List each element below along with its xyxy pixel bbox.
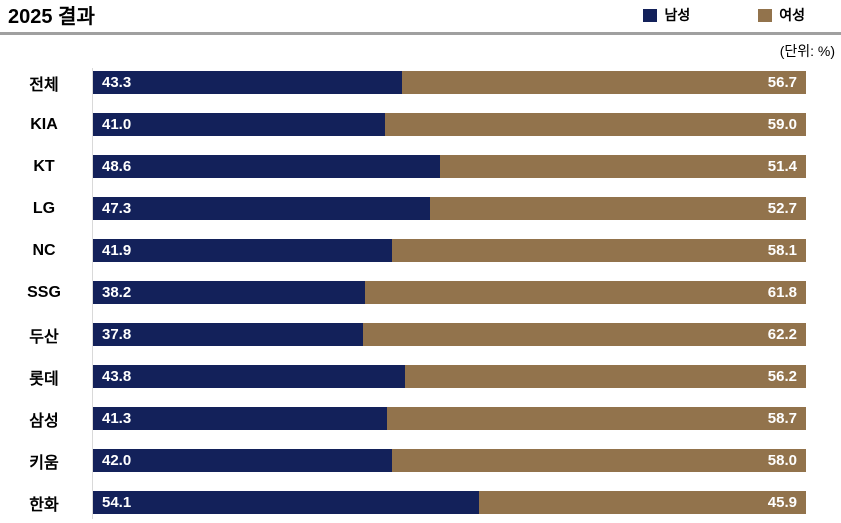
male-value-label: 47.3 [102, 200, 132, 217]
male-value-label: 41.9 [102, 242, 132, 259]
bar-track: 41.9 58.1 [93, 239, 806, 262]
category-label: KT [33, 157, 55, 175]
category-label: 한화 [29, 496, 59, 514]
female-legend-swatch-icon [758, 8, 773, 22]
female-legend-label: 여성 [779, 7, 805, 23]
male-value-label: 42.0 [102, 452, 132, 469]
bar-track: 41.0 59.0 [93, 113, 806, 136]
female-bar-segment: 58.1 [391, 239, 806, 262]
chart-row: 키움 42.0 58.0 [0, 449, 806, 472]
male-value-label: 38.2 [102, 284, 132, 301]
legend-item-female: 여성 [758, 5, 805, 25]
bar-track: 47.3 52.7 [93, 197, 806, 220]
male-bar-segment: 38.2 [93, 281, 366, 304]
chart-row: 두산 37.8 62.2 [0, 323, 806, 346]
male-bar-segment: 37.8 [93, 323, 363, 346]
male-bar-segment: 54.1 [93, 491, 479, 514]
page-title: 2025 결과 [8, 6, 95, 28]
male-bar-segment: 48.6 [93, 155, 440, 178]
female-bar-segment: 61.8 [365, 281, 806, 304]
female-value-label: 62.2 [767, 326, 797, 343]
chart-row: 롯데 43.8 56.2 [0, 365, 806, 388]
chart-row: KT 48.6 51.4 [0, 155, 806, 178]
male-legend-label: 남성 [664, 7, 691, 23]
category-label: NC [32, 241, 56, 259]
female-bar-segment: 51.4 [439, 155, 806, 178]
chart-row: 한화 54.1 45.9 [0, 491, 806, 514]
chart-row: KIA 41.0 59.0 [0, 113, 806, 136]
male-bar-segment: 41.3 [93, 407, 388, 430]
female-bar-segment: 56.2 [405, 365, 806, 388]
female-value-label: 52.7 [767, 200, 797, 217]
male-legend-swatch-icon [643, 8, 658, 22]
female-bar-segment: 59.0 [385, 113, 806, 136]
bar-track: 38.2 61.8 [93, 281, 806, 304]
female-bar-segment: 45.9 [478, 491, 806, 514]
male-bar-segment: 41.9 [93, 239, 392, 262]
chart-row: SSG 38.2 61.8 [0, 281, 806, 304]
category-label: 두산 [29, 328, 59, 346]
category-label: 롯데 [29, 370, 59, 388]
female-value-label: 56.2 [767, 368, 797, 385]
female-value-label: 58.7 [767, 410, 797, 427]
male-bar-segment: 47.3 [93, 197, 431, 220]
female-value-label: 61.8 [767, 284, 797, 301]
unit-label: (단위: %) [779, 43, 835, 59]
male-bar-segment: 42.0 [93, 449, 393, 472]
male-value-label: 41.3 [102, 410, 132, 427]
chart-row: 삼성 41.3 58.7 [0, 407, 806, 430]
bar-track: 41.3 58.7 [93, 407, 806, 430]
male-value-label: 48.6 [102, 158, 132, 175]
female-bar-segment: 52.7 [430, 197, 806, 220]
chart-row: LG 47.3 52.7 [0, 197, 806, 220]
category-label: SSG [27, 283, 61, 301]
category-label: 삼성 [29, 412, 59, 430]
female-bar-segment: 56.7 [401, 71, 806, 94]
chart-header: 2025 결과 남성 여성 [0, 0, 841, 35]
category-label: 키움 [29, 454, 59, 472]
female-bar-segment: 58.7 [387, 407, 806, 430]
category-label: KIA [30, 115, 58, 133]
male-value-label: 37.8 [102, 326, 132, 343]
bar-track: 54.1 45.9 [93, 491, 806, 514]
category-label: 전체 [29, 76, 59, 94]
male-value-label: 43.8 [102, 368, 132, 385]
category-label: LG [32, 199, 56, 217]
bar-track: 43.3 56.7 [93, 71, 806, 94]
male-value-label: 43.3 [102, 74, 132, 91]
female-value-label: 58.0 [767, 452, 797, 469]
female-bar-segment: 62.2 [362, 323, 806, 346]
stacked-bar-chart: 전체 43.3 56.7 KIA 41.0 59.0 [0, 68, 841, 519]
legend-item-male: 남성 [643, 5, 690, 25]
female-value-label: 51.4 [767, 158, 797, 175]
female-value-label: 58.1 [767, 242, 797, 259]
female-value-label: 45.9 [767, 494, 797, 511]
bar-track: 37.8 62.2 [93, 323, 806, 346]
female-value-label: 59.0 [767, 116, 797, 133]
male-bar-segment: 43.8 [93, 365, 406, 388]
male-value-label: 54.1 [102, 494, 132, 511]
chart-row: NC 41.9 58.1 [0, 239, 806, 262]
chart-row: 전체 43.3 56.7 [0, 71, 806, 94]
legend: 남성 여성 [643, 5, 805, 28]
bar-track: 48.6 51.4 [93, 155, 806, 178]
bar-track: 42.0 58.0 [93, 449, 806, 472]
male-bar-segment: 43.3 [93, 71, 402, 94]
female-value-label: 56.7 [767, 74, 797, 91]
male-value-label: 41.0 [102, 116, 132, 133]
bar-track: 43.8 56.2 [93, 365, 806, 388]
male-bar-segment: 41.0 [93, 113, 386, 136]
female-bar-segment: 58.0 [392, 449, 806, 472]
